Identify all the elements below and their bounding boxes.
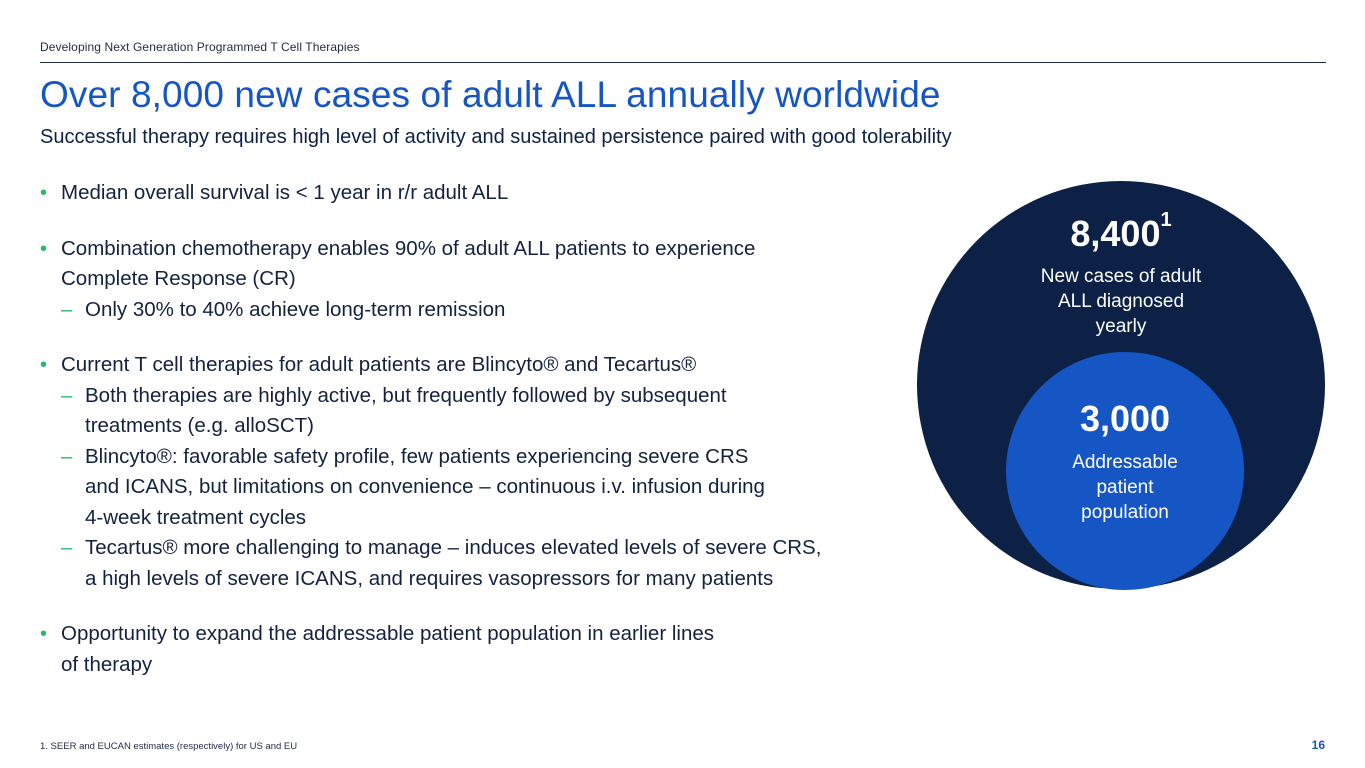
sub-bullet-active: – Both therapies are highly active, but … (40, 381, 920, 442)
addressable-population-circle (1006, 352, 1244, 590)
new-cases-number: 8,4001 (1021, 209, 1221, 255)
bullet-dot-icon: • (40, 623, 48, 645)
sub-bullet-text: and ICANS, but limitations on convenienc… (85, 475, 765, 498)
header-divider (40, 62, 1326, 63)
sub-bullet-text: a high levels of severe ICANS, and requi… (85, 566, 774, 590)
caption-line: New cases of adult (1040, 266, 1202, 287)
header-label: Developing Next Generation Programmed T … (40, 40, 360, 54)
page-subtitle: Successful therapy requires high level o… (40, 126, 952, 148)
bullet-text: Complete Response (CR) (61, 267, 296, 290)
bullet-text: Opportunity to expand the addressable pa… (61, 622, 715, 645)
bullet-dot-icon: • (40, 182, 48, 204)
page-number: 16 (1311, 738, 1325, 752)
sub-bullet-tecartus: – Tecartus® more challenging to manage –… (40, 533, 920, 594)
bullet-dot-icon: • (40, 237, 48, 260)
sub-bullet-text: 4-week treatment cycles (85, 505, 307, 529)
bullet-text: Current T cell therapies for adult patie… (61, 353, 697, 376)
dash-icon: – (61, 444, 73, 468)
new-cases-value: 8,400 (1070, 213, 1161, 254)
bullet-chemotherapy: • Combination chemotherapy enables 90% o… (40, 234, 920, 326)
bullet-text: Combination chemotherapy enables 90% of … (61, 236, 756, 260)
page-title: Over 8,000 new cases of adult ALL annual… (40, 74, 941, 115)
caption-line: Addressable (1072, 452, 1178, 473)
bullet-opportunity: • Opportunity to expand the addressable … (40, 619, 920, 680)
bullet-text: Median overall survival is < 1 year in r… (61, 181, 509, 204)
sub-bullet-remission: – Only 30% to 40% achieve long-term remi… (40, 295, 920, 326)
dash-icon: – (61, 383, 73, 407)
bullet-survival: • Median overall survival is < 1 year in… (40, 178, 920, 209)
sub-bullet-text: Only 30% to 40% achieve long-term remiss… (85, 297, 506, 321)
caption-line: population (1081, 502, 1169, 523)
sub-bullet-blincyto: – Blincyto®: favorable safety profile, f… (40, 442, 920, 534)
addressable-number: 3,000 (1079, 398, 1171, 439)
footnote-marker: 1 (1160, 209, 1172, 231)
bullet-dot-icon: • (40, 354, 48, 376)
sub-bullet-text: treatments (e.g. alloSCT) (85, 414, 314, 437)
new-cases-caption: New cases of adult ALL diagnosed yearly (1011, 264, 1231, 339)
sub-bullet-text: Both therapies are highly active, but fr… (85, 383, 727, 407)
bullet-text: of therapy (61, 652, 153, 676)
bullet-list: • Median overall survival is < 1 year in… (40, 178, 920, 705)
addressable-caption: Addressable patient population (1025, 450, 1225, 525)
bullet-t-cell-therapies: • Current T cell therapies for adult pat… (40, 350, 920, 594)
sub-bullet-text: Tecartus® more challenging to manage – i… (85, 536, 822, 559)
dash-icon: – (61, 536, 73, 559)
caption-line: ALL diagnosed (1057, 291, 1185, 312)
caption-line: yearly (1095, 316, 1147, 337)
dash-icon: – (61, 297, 73, 321)
caption-line: patient (1096, 477, 1154, 498)
footnote: 1. SEER and EUCAN estimates (respectivel… (40, 741, 298, 752)
sub-bullet-text: Blincyto®: favorable safety profile, few… (85, 444, 749, 468)
